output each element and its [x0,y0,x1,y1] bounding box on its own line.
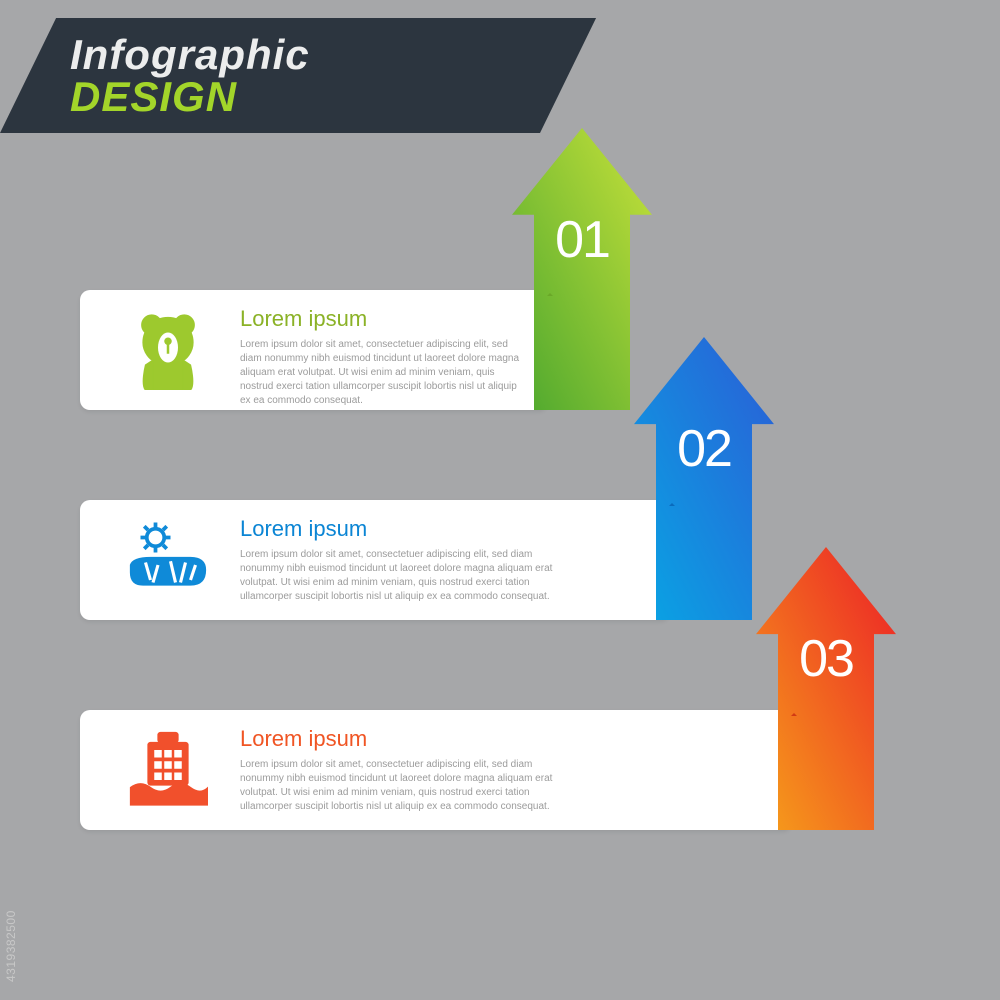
step-2-title: Lorem ipsum [240,516,648,542]
step-1-card: Lorem ipsum Lorem ipsum dolor sit amet, … [80,290,548,410]
watermark: 4319382500 [4,910,18,982]
step-1-body: Lorem ipsum dolor sit amet, consectetuer… [240,338,526,408]
step-3-arrow: 03 [756,547,896,830]
step-1-arrow: 01 [512,128,652,410]
step-2-card: Lorem ipsum Lorem ipsum dolor sit amet, … [80,500,670,620]
step-1-number: 01 [512,210,652,270]
step-2-body: Lorem ipsum dolor sit amet, consectetuer… [240,548,560,604]
bear-icon [128,310,208,390]
step-1-fold [547,290,553,296]
flood-icon [128,730,208,810]
step-2-number: 02 [634,419,774,479]
header-title: Infographic DESIGN [70,34,310,118]
header-line-1: Infographic [70,34,310,76]
step-3-body: Lorem ipsum dolor sit amet, consectetuer… [240,758,560,814]
step-3-title: Lorem ipsum [240,726,770,752]
header-line-2: DESIGN [70,76,310,118]
step-3-card: Lorem ipsum Lorem ipsum dolor sit amet, … [80,710,792,830]
step-3-fold [791,710,797,716]
step-2-arrow: 02 [634,337,774,620]
step-3-number: 03 [756,629,896,689]
step-1-title: Lorem ipsum [240,306,526,332]
drought-icon [128,520,208,600]
step-2-fold [669,500,675,506]
